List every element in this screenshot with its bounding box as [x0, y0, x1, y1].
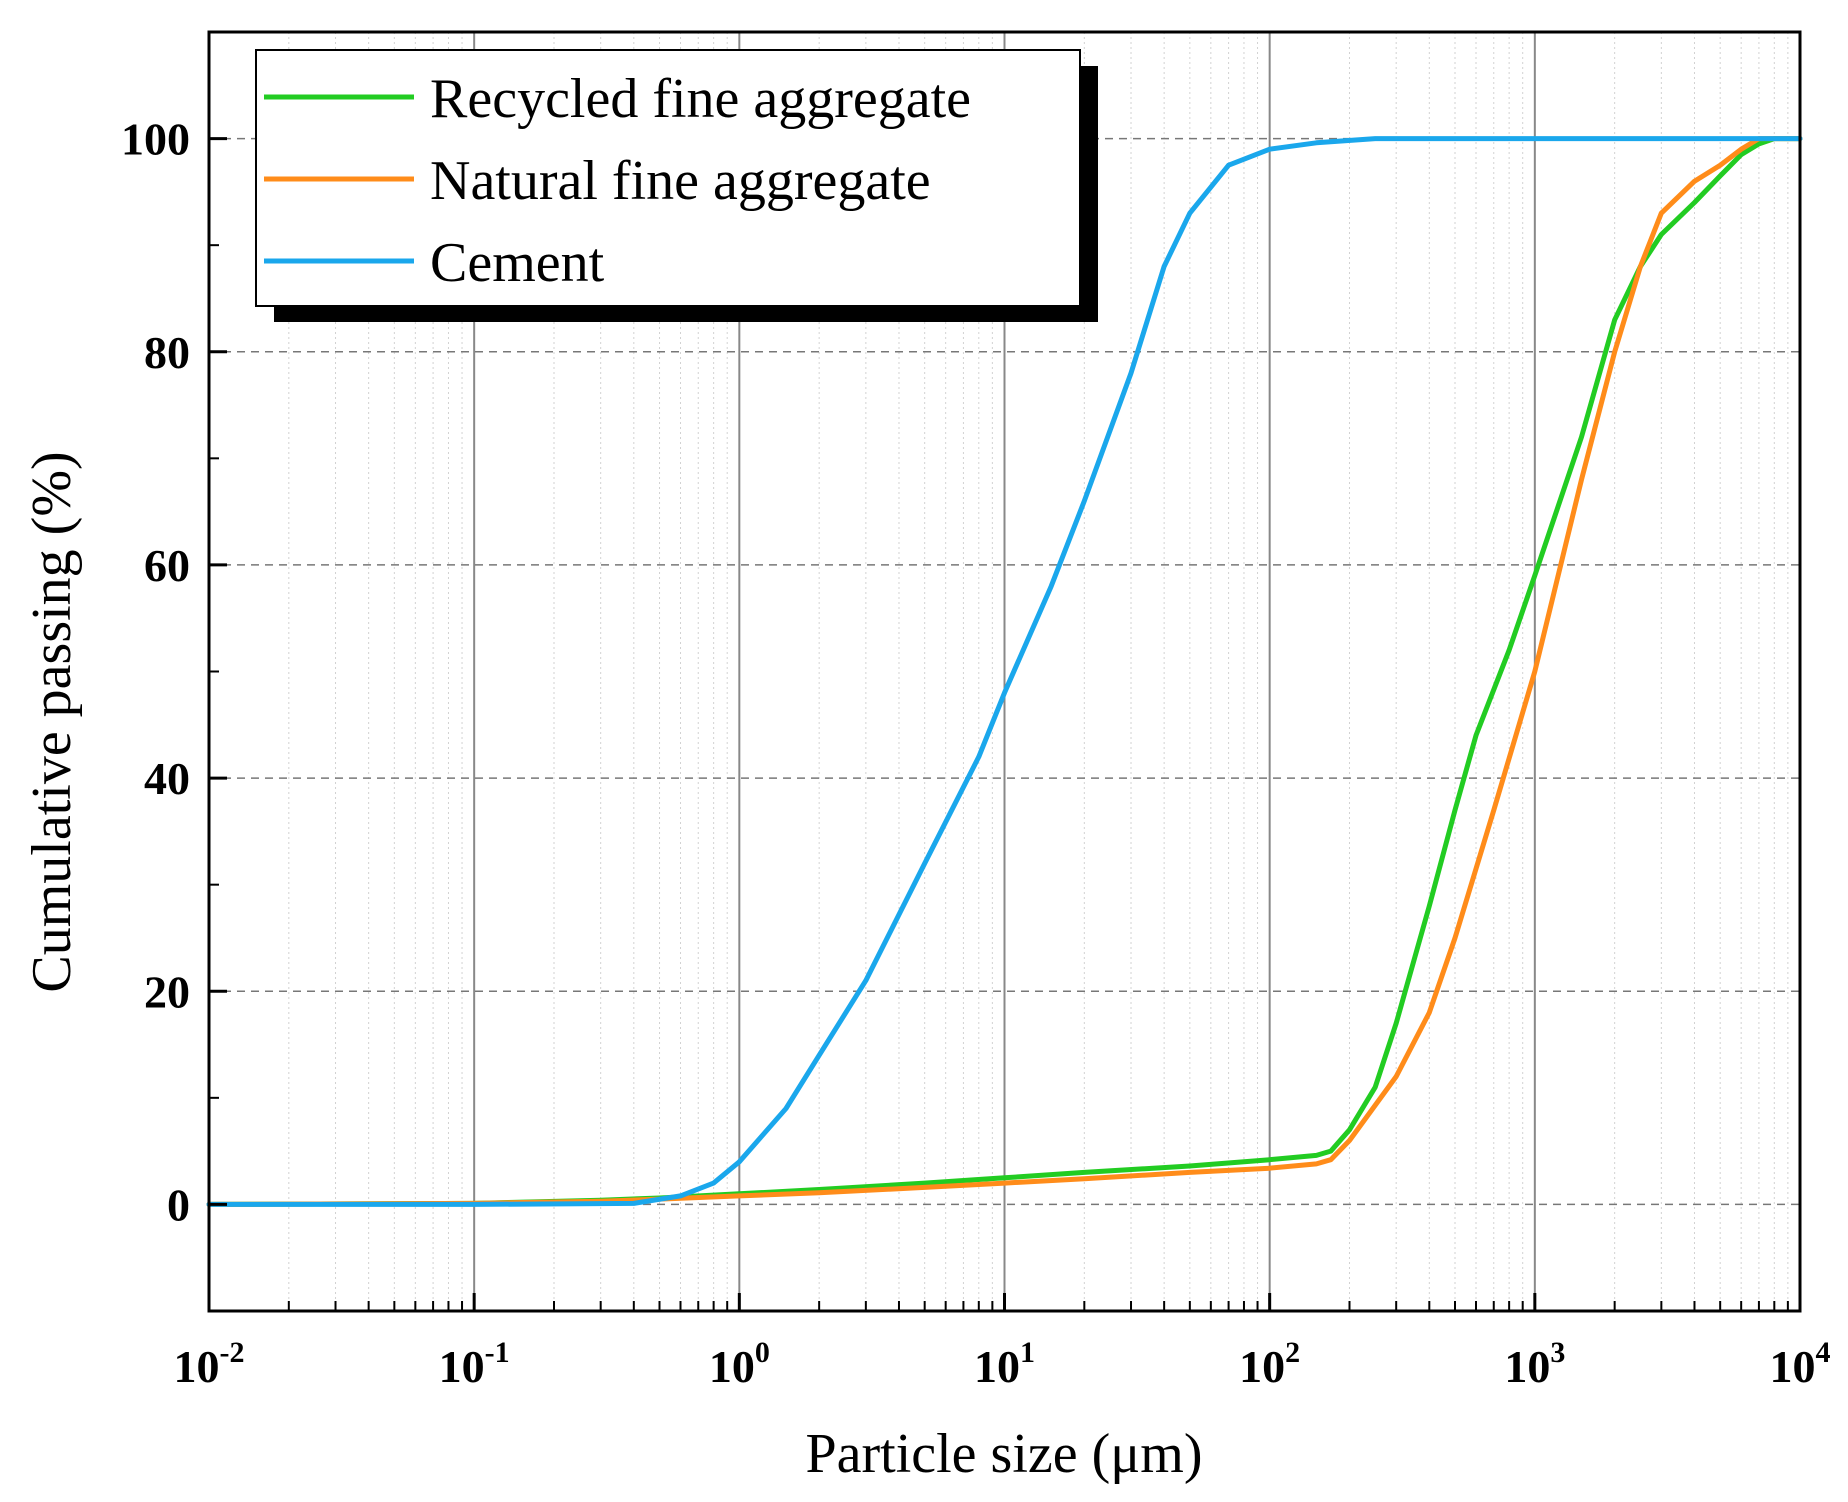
y-tick-label: 60: [144, 540, 190, 591]
y-tick-label: 80: [144, 327, 190, 378]
series-layer: [206, 136, 1803, 1207]
legend-label: Cement: [430, 232, 605, 294]
legend-label: Natural fine aggregate: [430, 150, 931, 212]
x-tick-label: 101: [974, 1336, 1035, 1392]
x-axis-title: Particle size (μm): [806, 1423, 1203, 1485]
plot-frame: [207, 30, 1802, 1313]
series-line: [206, 136, 1803, 1207]
series-line: [206, 136, 1803, 1207]
legend: Recycled fine aggregate Natural fine aggr…: [255, 49, 1098, 322]
x-tick-label: 103: [1504, 1336, 1565, 1392]
series-line: [206, 136, 1803, 1207]
legend-label: Recycled fine aggregate: [430, 68, 971, 130]
tick-labels: 10-2 10-1 100 101 102 103 104 0 20 40 60 80 100: [121, 114, 1831, 1392]
x-tick-label: 104: [1770, 1336, 1831, 1392]
y-tick-label: 100: [121, 114, 190, 165]
y-axis-title: Cumulative passing (%): [21, 451, 83, 992]
y-tick-label: 20: [144, 966, 190, 1017]
minor-grid: [288, 32, 1789, 1311]
y-tick-label: 40: [144, 753, 190, 804]
legend-items: Recycled fine aggregate Natural fine aggr…: [264, 68, 971, 294]
axes-layer: [207, 30, 1802, 1313]
x-tick-label: 100: [709, 1336, 770, 1392]
x-tick-label: 10-1: [439, 1336, 510, 1392]
x-tick-label: 102: [1239, 1336, 1300, 1392]
y-tick-label: 0: [167, 1179, 190, 1230]
x-tick-label: 10-2: [174, 1336, 245, 1392]
